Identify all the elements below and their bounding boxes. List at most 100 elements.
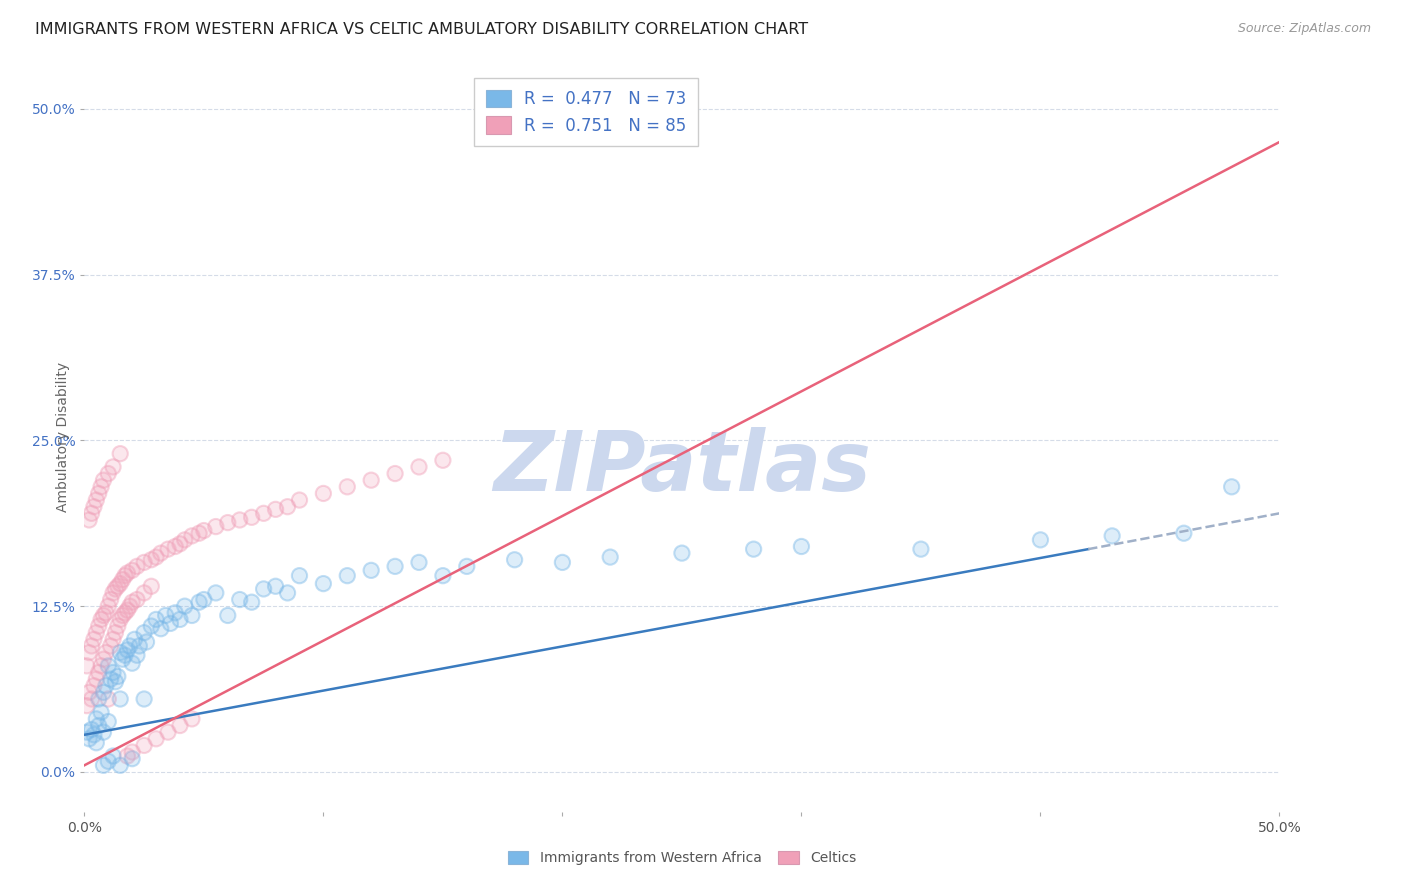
Point (408, 555, 430, 569)
Point (277, 500, 299, 514)
Point (87, 692, 110, 706)
Point (107, 669, 129, 683)
Point (118, 639, 141, 653)
Point (83, 728, 105, 742)
Point (86, 493, 108, 508)
Point (87, 665, 110, 680)
Point (94, 646, 117, 660)
Point (1101, 529, 1123, 543)
Point (165, 540, 187, 554)
Point (157, 725, 180, 739)
Point (90, 612, 112, 626)
Point (110, 692, 132, 706)
Point (432, 453, 454, 467)
Point (229, 592, 252, 607)
Point (111, 573, 134, 587)
Point (111, 608, 134, 623)
Point (121, 745, 143, 759)
Point (141, 579, 163, 593)
Point (77, 685, 100, 699)
Point (1220, 480, 1243, 494)
Point (93, 685, 115, 699)
Point (83, 500, 105, 514)
Point (80, 723, 103, 737)
Point (742, 542, 765, 557)
Point (77, 513, 100, 527)
Point (93, 652, 115, 666)
Point (132, 692, 156, 706)
Point (121, 563, 143, 577)
Point (141, 553, 163, 567)
Point (80, 692, 103, 706)
Point (240, 510, 263, 524)
Point (141, 619, 163, 633)
Point (910, 542, 932, 557)
Point (118, 599, 141, 614)
Point (125, 592, 148, 607)
Point (90, 612, 112, 626)
Point (121, 563, 143, 577)
Point (384, 467, 406, 481)
Point (100, 639, 122, 653)
Point (114, 568, 136, 582)
Point (125, 559, 148, 574)
Point (110, 646, 132, 660)
Point (312, 486, 335, 500)
Point (503, 553, 526, 567)
Point (86, 712, 108, 726)
Point (93, 473, 115, 487)
Point (117, 603, 139, 617)
Point (135, 635, 157, 649)
Point (141, 619, 163, 633)
Point (181, 608, 204, 623)
Point (599, 550, 621, 565)
Point (121, 752, 143, 766)
Point (253, 506, 276, 520)
Point (384, 467, 406, 481)
Point (118, 599, 141, 614)
Point (80, 639, 103, 653)
Point (1029, 533, 1052, 547)
Point (169, 537, 191, 551)
Point (456, 559, 478, 574)
Point (83, 632, 105, 647)
Point (86, 736, 108, 750)
Point (193, 524, 215, 538)
Point (205, 586, 228, 600)
Point (77, 646, 100, 660)
Y-axis label: Ambulatory Disability: Ambulatory Disability (56, 362, 70, 512)
Point (205, 586, 228, 600)
Point (173, 599, 195, 614)
Point (101, 459, 124, 474)
Point (121, 752, 143, 766)
Point (742, 542, 765, 557)
Point (117, 643, 139, 657)
Point (121, 656, 143, 670)
Point (360, 563, 382, 577)
Point (132, 739, 156, 753)
Point (107, 619, 129, 633)
Point (76, 725, 98, 739)
Point (86, 712, 108, 726)
Point (117, 566, 139, 580)
Point (90, 658, 112, 673)
Point (240, 510, 263, 524)
Point (111, 652, 134, 666)
Point (87, 486, 110, 500)
Point (104, 674, 127, 689)
Point (132, 555, 156, 569)
Point (87, 619, 110, 633)
Point (93, 725, 115, 739)
Point (77, 731, 100, 746)
Point (87, 486, 110, 500)
Text: Source: ZipAtlas.com: Source: ZipAtlas.com (1237, 22, 1371, 36)
Point (104, 625, 127, 640)
Point (188, 595, 211, 609)
Point (93, 608, 115, 623)
Point (111, 608, 134, 623)
Point (181, 608, 204, 623)
Point (93, 758, 115, 772)
Point (1029, 533, 1052, 547)
Point (107, 619, 129, 633)
Point (205, 519, 228, 533)
